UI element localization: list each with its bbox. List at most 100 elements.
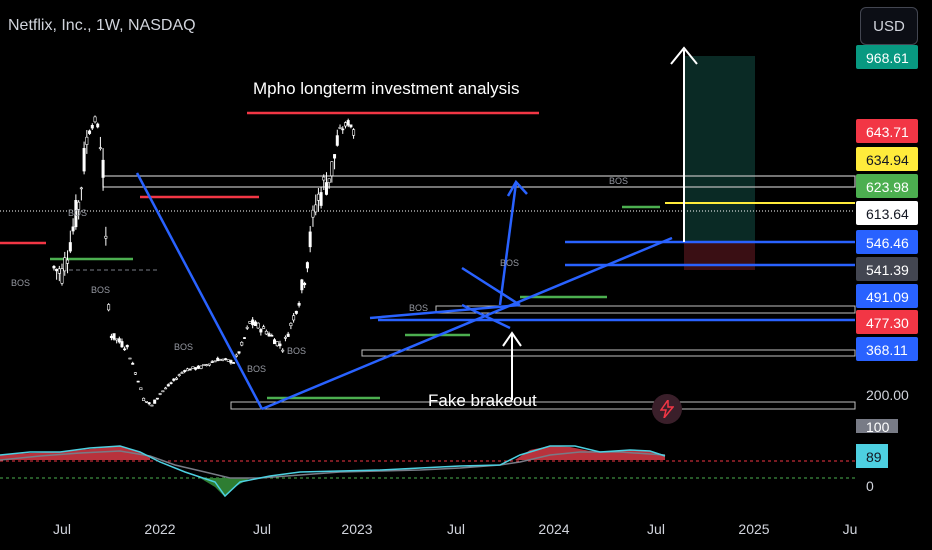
candle <box>136 380 140 383</box>
candle <box>314 194 318 216</box>
candle <box>104 226 108 246</box>
price-label: 200.00 <box>866 387 909 403</box>
candle <box>226 359 230 362</box>
candle <box>191 366 195 370</box>
price-axis: 968.61 643.71 634.94 623.98 613.64 546.46 541.… <box>856 45 918 403</box>
candle <box>229 359 233 365</box>
candle <box>82 141 86 175</box>
svg-text:634.94: 634.94 <box>866 152 909 168</box>
candles <box>52 115 356 407</box>
candle <box>324 172 328 196</box>
candle <box>96 122 100 129</box>
bos-label: BOS <box>174 342 193 352</box>
candle <box>109 333 113 341</box>
annotation-text: Mpho longterm investment analysis Fake b… <box>253 79 537 410</box>
svg-text:477.30: 477.30 <box>866 315 909 331</box>
channel-line-3 <box>461 303 511 330</box>
bos-label: BOS <box>609 176 628 186</box>
candle <box>224 357 228 361</box>
candle <box>319 186 323 209</box>
candle <box>248 320 252 324</box>
flash-icon[interactable] <box>652 394 682 424</box>
candle <box>270 333 274 337</box>
candle <box>169 381 173 385</box>
candle <box>297 301 301 308</box>
candle <box>349 124 353 129</box>
indicator-red-fill-2024 <box>515 446 665 460</box>
indicator-label: 100 <box>856 419 898 435</box>
candle <box>183 369 187 374</box>
uptrend-line <box>261 236 673 411</box>
channel-line-1 <box>369 303 521 320</box>
candle <box>172 378 176 382</box>
candle <box>71 218 75 235</box>
candle <box>175 376 179 381</box>
candle <box>188 368 192 371</box>
zone-box-368 <box>361 349 856 357</box>
time-axis: Jul 2022 Jul 2023 Jul 2024 Jul 2025 Ju <box>53 521 857 537</box>
horizontal-levels <box>0 175 856 410</box>
candle <box>131 361 135 365</box>
zone-box-477 <box>435 305 856 314</box>
candle <box>343 121 347 129</box>
candle <box>232 361 236 364</box>
candle <box>267 331 271 337</box>
candle <box>240 341 244 347</box>
candle <box>142 397 146 401</box>
candle <box>128 357 132 360</box>
target-arrowhead <box>670 46 698 65</box>
candle <box>194 367 198 371</box>
candle <box>133 372 137 375</box>
candle <box>311 205 315 227</box>
projection-arrowhead <box>506 179 528 197</box>
time-tick: 2023 <box>341 521 372 537</box>
projection-arrow-line <box>498 182 518 306</box>
candle <box>202 363 206 366</box>
candle <box>245 325 249 330</box>
candle <box>237 351 241 355</box>
candle <box>139 387 143 391</box>
price-label: 643.71 <box>856 119 918 143</box>
time-tick: 2022 <box>144 521 175 537</box>
svg-text:491.09: 491.09 <box>866 289 909 305</box>
candle <box>115 338 119 344</box>
bos-labels: BOS BOS BOS BOS BOS BOS BOS BOS BOS <box>11 176 628 374</box>
candle <box>77 200 81 220</box>
candle <box>68 230 72 254</box>
time-tick: Jul <box>53 521 71 537</box>
candle <box>316 187 320 212</box>
downtrend-line <box>135 172 264 410</box>
channel-line-2 <box>461 266 521 307</box>
candle <box>281 348 285 353</box>
price-label: 634.94 <box>856 147 918 171</box>
price-label: 477.30 <box>856 310 918 334</box>
candle <box>180 371 184 374</box>
fake-breakout-annotation: Fake brakeout <box>428 391 537 410</box>
candle <box>158 392 162 396</box>
candle <box>150 404 154 407</box>
candle <box>177 373 181 377</box>
candle <box>166 383 170 387</box>
candle <box>112 333 116 341</box>
candle <box>333 154 337 170</box>
price-label: 368.11 <box>856 337 918 361</box>
candle <box>221 358 225 362</box>
currency-button[interactable]: USD <box>860 7 918 45</box>
time-tick: 2024 <box>538 521 569 537</box>
candle <box>196 365 200 370</box>
bos-label: BOS <box>11 278 30 288</box>
candle <box>213 360 217 363</box>
position-zones <box>684 56 755 270</box>
candle <box>63 251 67 276</box>
candle <box>341 126 345 134</box>
candle <box>216 356 220 362</box>
candle <box>286 331 290 337</box>
candle <box>275 341 279 347</box>
candle <box>259 328 263 336</box>
candle <box>264 329 268 336</box>
candle <box>98 136 102 151</box>
candle <box>52 265 56 271</box>
bottom-support-box <box>230 401 856 410</box>
price-label: 613.64 <box>856 201 918 225</box>
